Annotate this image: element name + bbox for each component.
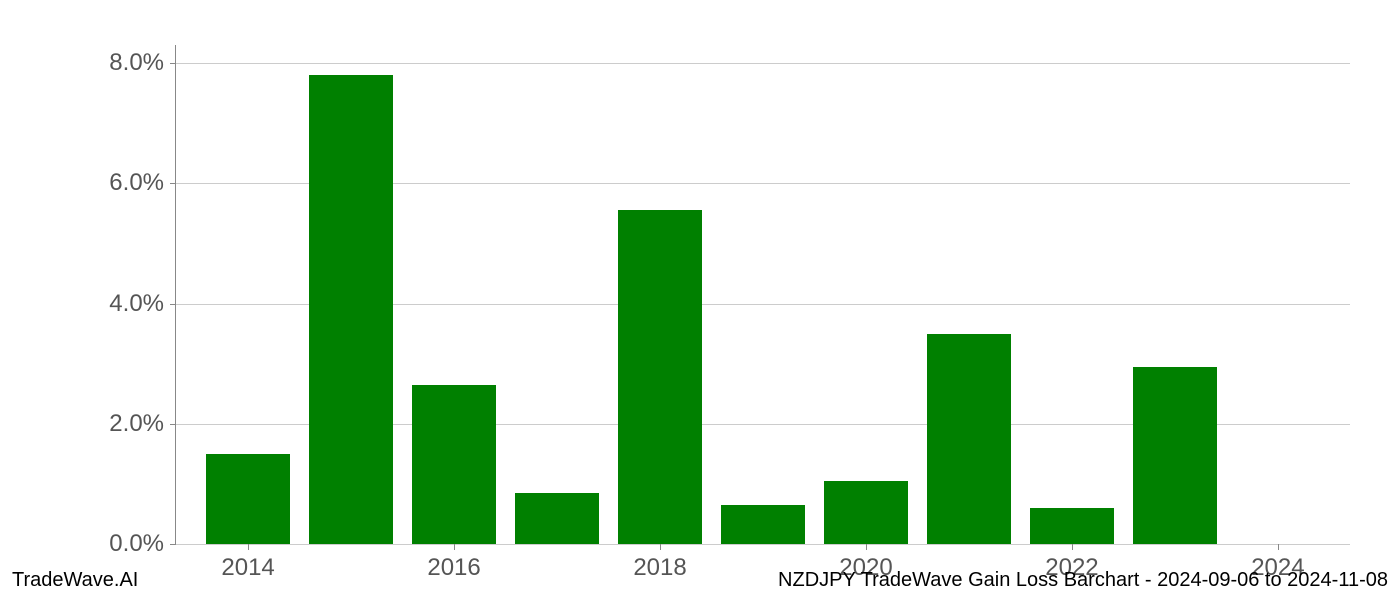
bar [1030,508,1114,544]
bar [824,481,908,544]
gridline [176,544,1350,545]
plot-area: 0.0%2.0%4.0%6.0%8.0%20142016201820202022… [175,45,1350,545]
gridline [176,63,1350,64]
xtick-label: 2014 [221,544,274,582]
xtick-label: 2018 [633,544,686,582]
ytick-label: 0.0% [109,530,176,558]
bar [206,454,290,544]
ytick-label: 8.0% [109,49,176,77]
ytick-label: 2.0% [109,410,176,438]
bar-chart: 0.0%2.0%4.0%6.0%8.0%20142016201820202022… [175,45,1350,545]
bar [618,210,702,544]
bar [515,493,599,544]
bar [927,334,1011,544]
footer-left-text: TradeWave.AI [12,569,138,592]
bar [1133,367,1217,544]
bar [309,75,393,544]
ytick-label: 4.0% [109,290,176,318]
bar [412,385,496,544]
bar [721,505,805,544]
ytick-label: 6.0% [109,169,176,197]
xtick-label: 2016 [427,544,480,582]
footer-right-text: NZDJPY TradeWave Gain Loss Barchart - 20… [778,569,1388,592]
